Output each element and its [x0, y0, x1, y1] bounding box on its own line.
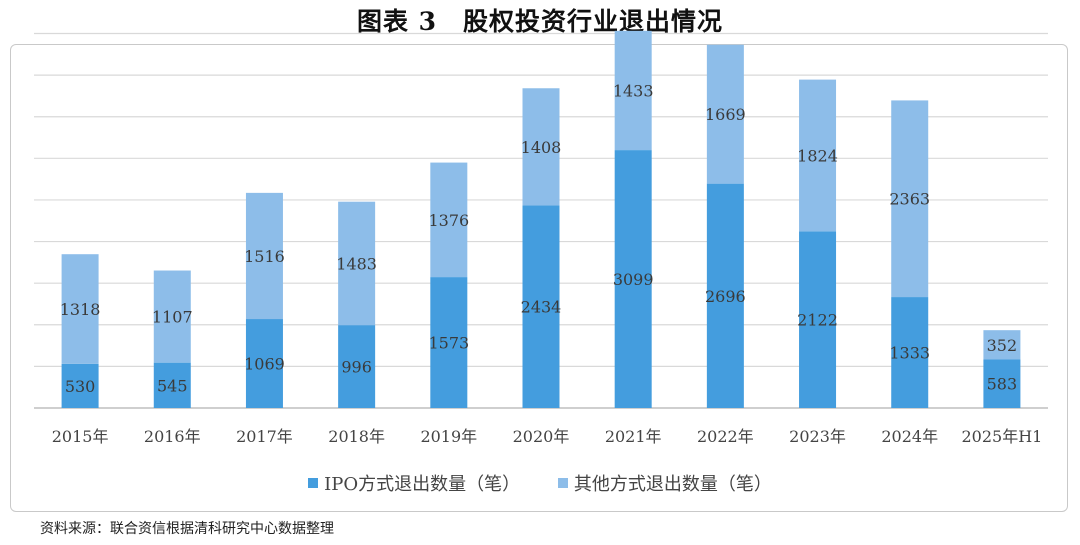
data-label-ipo: 2696	[705, 287, 746, 306]
data-label-ipo: 1573	[428, 334, 469, 353]
data-label-ipo: 1069	[244, 355, 285, 374]
data-label-other: 1376	[428, 211, 469, 230]
bar-ipo	[430, 277, 468, 408]
bar-other	[61, 254, 99, 364]
x-tick-label: 2018年	[328, 427, 385, 446]
data-label-other: 352	[987, 336, 1018, 355]
data-label-other: 2363	[889, 190, 930, 209]
bar-other	[338, 201, 376, 326]
x-tick-label: 2021年	[605, 427, 662, 446]
x-tick-label: 2023年	[789, 427, 846, 446]
bar-other	[891, 100, 929, 298]
data-label-ipo: 2122	[797, 311, 838, 330]
x-tick-label: 2017年	[236, 427, 293, 446]
data-label-ipo: 530	[65, 377, 96, 396]
bar-ipo	[522, 205, 560, 408]
bar-ipo	[891, 297, 929, 408]
bar-ipo	[61, 363, 99, 408]
data-label-ipo: 2434	[521, 298, 562, 317]
source-note: 资料来源：联合资信根据清科研究中心数据整理	[40, 521, 334, 537]
bar-ipo	[338, 325, 376, 408]
bar-other	[706, 44, 744, 184]
x-tick-label: 2020年	[513, 427, 570, 446]
figure-title: 股权投资行业退出情况	[463, 7, 724, 36]
legend-swatch-other	[557, 478, 568, 488]
data-label-ipo: 583	[987, 375, 1018, 394]
bar-other	[245, 192, 283, 320]
legend-item-other: 其他方式退出数量（笔）	[557, 470, 772, 496]
bar-other	[983, 330, 1021, 360]
data-label-other: 1824	[797, 147, 838, 166]
bar-ipo	[983, 359, 1021, 408]
data-label-other: 1433	[613, 81, 654, 100]
chart-legend: IPO方式退出数量（笔） 其他方式退出数量（笔）	[0, 470, 1080, 496]
data-label-other: 1107	[152, 308, 193, 327]
legend-swatch-ipo	[308, 478, 319, 488]
data-label-other: 1669	[705, 105, 746, 124]
data-label-other: 1318	[60, 300, 101, 319]
x-tick-label: 2019年	[420, 427, 477, 446]
chart-frame	[10, 44, 1068, 512]
x-tick-label: 2015年	[52, 427, 109, 446]
legend-item-ipo: IPO方式退出数量（笔）	[308, 470, 520, 496]
x-tick-label: 2022年	[697, 427, 754, 446]
x-tick-label: 2025年H1	[961, 427, 1042, 446]
bar-other	[430, 162, 468, 278]
legend-label-other: 其他方式退出数量（笔）	[573, 474, 772, 495]
legend-label-ipo: IPO方式退出数量（笔）	[324, 474, 521, 495]
chart-title: 图表 3 股权投资行业退出情况	[0, 2, 1080, 38]
bar-ipo	[799, 231, 837, 408]
data-label-other: 1516	[244, 247, 285, 266]
data-label-other: 1408	[521, 138, 562, 157]
bar-other	[799, 79, 837, 232]
bar-other	[522, 88, 560, 206]
bar-ipo	[245, 319, 283, 408]
data-label-ipo: 545	[157, 376, 188, 395]
bar-other	[614, 30, 652, 151]
data-label-other: 1483	[336, 254, 377, 273]
x-tick-label: 2024年	[881, 427, 938, 446]
bar-other	[153, 270, 191, 363]
data-label-ipo: 996	[341, 358, 372, 377]
figure-number: 图表 3	[356, 7, 438, 36]
bar-ipo	[706, 183, 744, 408]
data-label-ipo: 3099	[613, 270, 654, 289]
bar-ipo	[614, 150, 652, 408]
data-label-ipo: 1333	[889, 344, 930, 363]
bar-ipo	[153, 362, 191, 408]
x-tick-label: 2016年	[144, 427, 201, 446]
